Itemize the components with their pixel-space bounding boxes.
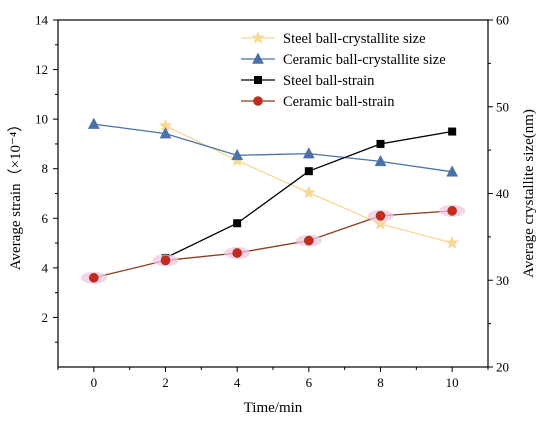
x-tick-label: 8 [377,375,384,390]
data-point [159,127,172,139]
right-y-tick-label: 60 [496,13,509,28]
data-point [375,211,386,221]
data-point [376,139,385,148]
data-point [231,148,244,161]
series-line [93,123,453,173]
left-y-tick-label: 8 [42,161,49,176]
legend-entry: Steel ball-strain [241,73,375,89]
left-y-tick-label: 2 [42,310,49,325]
data-point [445,235,460,249]
legend-label: Steel ball-strain [283,73,375,89]
right-y-tick-label: 40 [496,186,509,201]
data-point [233,219,242,228]
left-y-tick-label: 6 [42,211,49,226]
data-point [89,272,99,283]
plot-frame [57,19,489,368]
series-2 [87,117,459,177]
data-point [160,255,171,266]
legend-marker [251,30,265,44]
legend-marker [253,96,263,106]
x-tick-label: 6 [306,375,313,390]
data-point [373,216,388,230]
legend-label: Ceramic ball-crystallite size [283,52,446,68]
series-line [93,210,453,279]
data-point [232,248,242,258]
legend-entry: Ceramic ball-strain [241,94,395,110]
axes: 0 2 4 6 8 10 2 4 6 8 10 12 14 20 30 40 50 60 [35,13,509,391]
left-y-tick-label: 10 [35,112,48,127]
plot-area [80,117,466,284]
data-point [304,235,314,246]
legend-entry: Ceramic ball-crystallite size [241,52,446,68]
data-point [302,147,315,159]
data-point [301,185,316,199]
legend-entry: Steel ball-crystallite size [241,30,426,47]
left-y-tick-label: 14 [35,13,49,28]
legend: Steel ball-crystallite size Ceramic ball-… [241,30,446,110]
x-tick-label: 0 [91,375,98,390]
x-tick-label: 4 [234,375,241,390]
data-point [446,165,459,177]
legend-label: Steel ball-crystallite size [283,31,426,47]
x-tick-label: 2 [162,375,169,390]
legend-marker [252,52,264,64]
x-tick-label: 10 [446,375,459,390]
right-y-tick-label: 20 [496,360,509,375]
left-y-axis-title: Average strain（×10⁻⁴） [7,117,24,270]
data-point [87,117,100,129]
right-y-tick-label: 50 [496,99,509,114]
series-line [165,125,453,244]
series-4 [80,204,466,284]
legend-label: Ceramic ball-strain [283,94,395,110]
data-point [374,154,387,167]
data-point [447,206,457,216]
right-y-axis-title: Average crystallite size(nm) [521,109,537,278]
x-axis-title: Time/min [244,400,303,416]
right-y-tick-label: 30 [496,273,509,288]
legend-marker [254,76,262,84]
data-point [448,127,457,136]
left-y-tick-label: 4 [42,260,49,275]
data-point [304,167,313,176]
left-y-tick-label: 12 [35,62,48,77]
